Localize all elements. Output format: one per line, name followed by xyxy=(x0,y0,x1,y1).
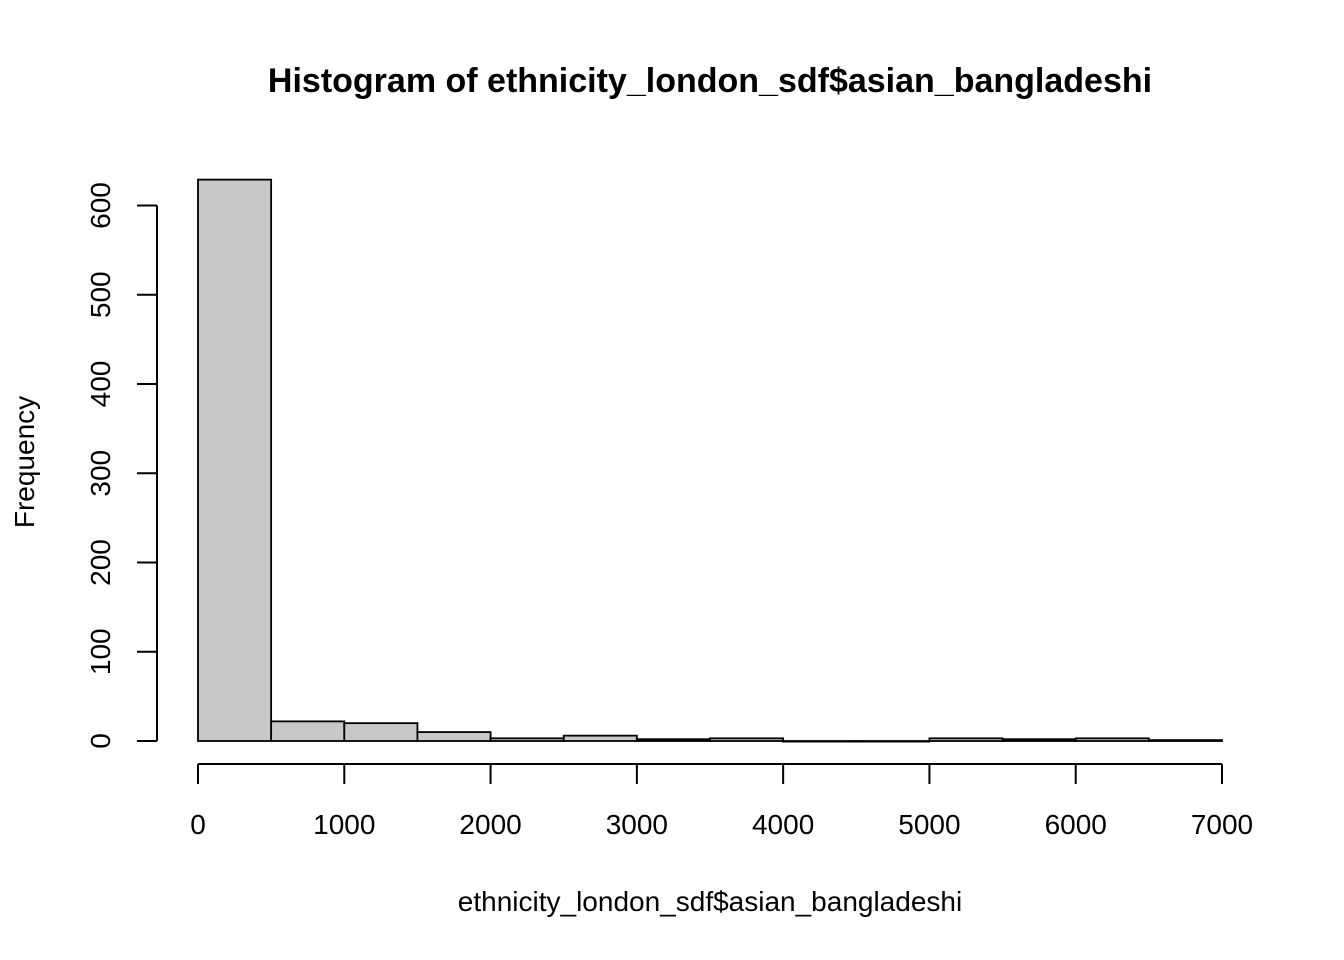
histogram-bar xyxy=(928,737,1004,742)
y-axis-label: Frequency xyxy=(9,396,40,528)
histogram-bar xyxy=(1147,739,1223,742)
y-tick-label: 100 xyxy=(85,628,116,675)
histogram-bar xyxy=(343,722,419,742)
histogram-bar xyxy=(709,737,785,742)
y-tick-label: 200 xyxy=(85,539,116,586)
histogram-bar xyxy=(782,740,858,743)
histogram-bar xyxy=(562,734,638,742)
y-tick-label: 0 xyxy=(85,733,116,749)
x-tick-label: 1000 xyxy=(313,809,375,840)
histogram-bar xyxy=(489,737,565,742)
x-tick-label: 7000 xyxy=(1191,809,1253,840)
histogram-bar xyxy=(416,731,492,742)
bars-group xyxy=(197,178,1223,743)
histogram-bar xyxy=(635,738,711,742)
y-tick-label: 500 xyxy=(85,271,116,318)
histogram-bar xyxy=(197,178,273,742)
x-tick-label: 5000 xyxy=(898,809,960,840)
x-axis-label: ethnicity_london_sdf$asian_bangladeshi xyxy=(458,886,962,917)
histogram-bar xyxy=(855,740,931,743)
x-tick-label: 4000 xyxy=(752,809,814,840)
y-tick-label: 400 xyxy=(85,361,116,408)
x-tick-label: 6000 xyxy=(1045,809,1107,840)
x-tick-label: 2000 xyxy=(459,809,521,840)
histogram-bar xyxy=(270,720,346,742)
x-axis: 0 1000 2000 3000 4000 5000 6000 7000 xyxy=(190,763,1253,840)
y-tick-label: 600 xyxy=(85,182,116,229)
y-tick-label: 300 xyxy=(85,450,116,497)
chart-title: Histogram of ethnicity_london_sdf$asian_… xyxy=(268,62,1152,100)
histogram-bar xyxy=(1074,737,1150,742)
x-tick-label: 0 xyxy=(190,809,206,840)
x-tick-label: 3000 xyxy=(606,809,668,840)
histogram-bar xyxy=(1001,738,1077,742)
y-axis: 0 100 200 300 400 500 600 xyxy=(85,182,158,749)
